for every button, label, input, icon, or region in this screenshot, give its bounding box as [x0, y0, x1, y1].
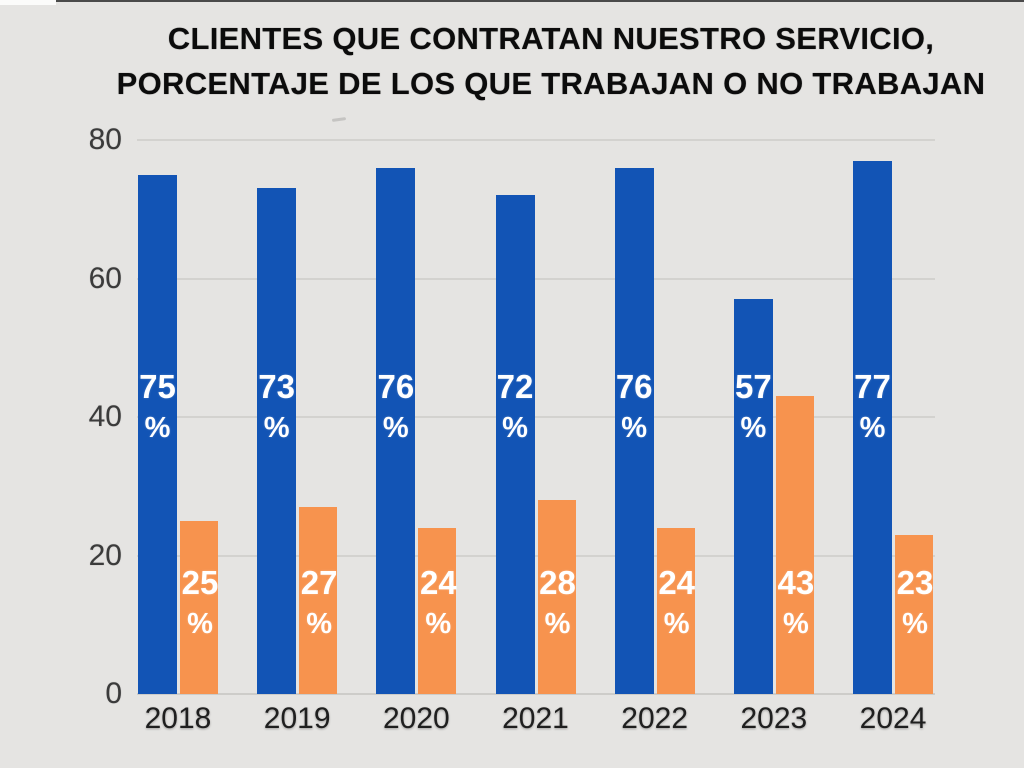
- gridline-0: [137, 693, 935, 695]
- data-label-value: 23: [896, 564, 934, 601]
- data-label-suffix: %: [306, 608, 333, 640]
- bar-orange-2020: [418, 527, 457, 694]
- data-label-suffix: %: [425, 608, 452, 640]
- chart-title-line1: CLIENTES QUE CONTRATAN NUESTRO SERVICIO,: [167, 21, 935, 56]
- gridline-80: [137, 139, 935, 141]
- chart-title-line2: PORCENTAJE DE LOS QUE TRABAJAN O NO TRAB…: [116, 66, 986, 101]
- x-axis-label-2018: 2018: [144, 702, 212, 735]
- data-label-suffix: %: [663, 608, 690, 640]
- bar-orange-2019: [299, 507, 338, 694]
- x-axis-label-2021: 2021: [502, 702, 569, 735]
- gridline-60: [137, 277, 935, 280]
- bar-orange-2024: [895, 534, 934, 694]
- gridline-40: [137, 416, 935, 418]
- data-label-suffix: %: [544, 608, 571, 640]
- x-axis-label-2024: 2024: [859, 702, 927, 735]
- data-label-value: 25: [181, 564, 219, 601]
- data-label-value: 27: [300, 564, 338, 601]
- gridline-20: [137, 554, 935, 557]
- bar-blue-2022: [614, 167, 654, 694]
- data-label-orange-2024: 23%: [889, 562, 941, 644]
- data-label-suffix: %: [740, 412, 767, 444]
- data-label-blue-2018: 75%: [132, 366, 183, 448]
- data-label-value: 75: [139, 368, 176, 405]
- x-axis-label-2022: 2022: [621, 702, 689, 735]
- data-label-orange-2019: 27%: [293, 562, 345, 644]
- data-label-value: 76: [615, 368, 653, 405]
- y-axis-label-60: 60: [88, 261, 122, 295]
- data-label-value: 57: [734, 368, 772, 405]
- data-label-blue-2022: 76%: [609, 366, 660, 448]
- bar-orange-2023: [775, 396, 814, 694]
- chart-title: CLIENTES QUE CONTRATAN NUESTRO SERVICIO,…: [78, 16, 1024, 106]
- bar-orange-2018: [180, 520, 218, 694]
- x-axis-label-2020: 2020: [382, 702, 450, 735]
- data-label-value: 24: [419, 564, 457, 601]
- data-label-blue-2024: 77%: [847, 366, 898, 448]
- data-label-suffix: %: [859, 412, 886, 444]
- data-label-blue-2023: 57%: [728, 366, 779, 448]
- data-label-value: 24: [658, 564, 696, 601]
- y-axis-label-20: 20: [88, 538, 122, 572]
- bar-blue-2021: [495, 195, 535, 694]
- y-axis-label-0: 0: [105, 677, 122, 710]
- x-axis-label-2023: 2023: [740, 702, 808, 735]
- data-label-suffix: %: [502, 412, 528, 444]
- bar-blue-2024: [853, 160, 893, 694]
- data-label-value: 43: [777, 564, 815, 601]
- data-label-orange-2018: 25%: [174, 562, 226, 644]
- bar-orange-2022: [656, 527, 695, 694]
- bar-blue-2020: [376, 167, 416, 694]
- data-label-suffix: %: [621, 412, 648, 444]
- y-axis-label-80: 80: [88, 123, 122, 156]
- bar-orange-2021: [537, 500, 576, 694]
- bar-blue-2019: [257, 188, 297, 694]
- data-label-value: 76: [377, 368, 415, 405]
- data-label-suffix: %: [782, 608, 809, 640]
- data-label-blue-2019: 73%: [251, 366, 302, 448]
- data-label-value: 28: [539, 564, 576, 601]
- data-label-suffix: %: [263, 412, 290, 444]
- top-edge-artifact: [0, 0, 1024, 2]
- bar-blue-2018: [138, 174, 177, 694]
- data-label-blue-2020: 76%: [370, 366, 421, 448]
- x-axis-label-2019: 2019: [263, 702, 331, 735]
- top-corner-artifact: [0, 0, 56, 5]
- data-label-orange-2020: 24%: [412, 562, 464, 644]
- data-label-value: 72: [496, 368, 534, 405]
- data-label-value: 77: [854, 368, 891, 405]
- data-label-blue-2021: 72%: [490, 366, 541, 448]
- data-label-suffix: %: [187, 608, 213, 640]
- data-label-orange-2023: 43%: [770, 562, 822, 644]
- data-label-suffix: %: [144, 412, 171, 444]
- data-label-suffix: %: [902, 608, 928, 640]
- data-label-orange-2021: 28%: [532, 562, 584, 644]
- y-axis-label-40: 40: [88, 400, 122, 433]
- bar-blue-2023: [733, 299, 773, 694]
- data-label-suffix: %: [382, 412, 409, 444]
- data-label-orange-2022: 24%: [651, 562, 703, 644]
- data-label-value: 73: [258, 368, 296, 405]
- smudge-artifact: [331, 117, 347, 122]
